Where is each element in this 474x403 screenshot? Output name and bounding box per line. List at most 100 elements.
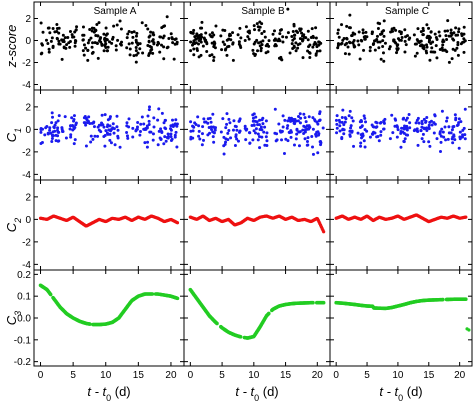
data-point (162, 142, 166, 146)
data-point (58, 42, 62, 46)
data-point (53, 30, 57, 34)
data-point (108, 132, 112, 136)
data-point (345, 41, 349, 45)
data-point (219, 34, 223, 38)
data-point (293, 33, 297, 37)
data-point (99, 40, 103, 44)
data-point (134, 60, 138, 64)
data-point (297, 144, 301, 148)
data-point (201, 125, 205, 129)
data-point (383, 117, 387, 121)
data-point (370, 123, 374, 127)
data-point (73, 138, 77, 142)
data-point (421, 132, 425, 136)
data-point (462, 126, 466, 130)
data-point (395, 44, 399, 48)
data-point (450, 137, 454, 141)
data-point (134, 34, 138, 38)
data-point (227, 37, 231, 41)
data-point (225, 53, 229, 57)
data-point (250, 123, 254, 127)
data-point (274, 44, 278, 48)
data-point (229, 136, 233, 140)
data-point (313, 119, 317, 123)
data-point (160, 130, 164, 134)
data-point (356, 39, 360, 43)
data-point (125, 134, 129, 138)
data-point (383, 41, 387, 45)
data-point (358, 126, 362, 130)
data-point (341, 38, 345, 42)
data-point (146, 114, 150, 118)
data-point (235, 128, 239, 132)
data-point (389, 30, 393, 34)
data-point (57, 39, 61, 43)
data-point (336, 28, 340, 32)
data-point (155, 43, 159, 47)
data-point (441, 130, 445, 134)
data-point (189, 40, 193, 44)
data-point (192, 47, 196, 51)
data-point (453, 138, 457, 142)
data-point (396, 128, 400, 132)
data-point (61, 33, 65, 37)
y-tick-label: -2 (22, 58, 31, 69)
data-point (224, 126, 228, 130)
data-point (146, 140, 150, 144)
data-point (82, 53, 86, 57)
data-point (103, 133, 107, 137)
data-point (419, 30, 423, 34)
data-point (57, 139, 61, 143)
data-point (375, 34, 379, 38)
data-point (441, 40, 445, 44)
data-point (140, 21, 144, 25)
data-point (111, 35, 115, 39)
data-point (90, 26, 94, 30)
data-point (116, 38, 120, 42)
data-point (43, 133, 47, 137)
data-point (248, 131, 252, 135)
data-point (198, 137, 202, 141)
data-point (405, 128, 409, 132)
data-point (244, 25, 248, 29)
data-point (152, 41, 156, 45)
data-point (152, 116, 156, 120)
data-point (335, 114, 339, 118)
data-point (65, 43, 69, 47)
data-point (284, 35, 288, 39)
data-point (464, 297, 468, 302)
data-point (433, 50, 437, 54)
data-point (353, 45, 357, 49)
data-point (348, 134, 352, 138)
data-point (404, 43, 408, 47)
data-point (257, 28, 261, 32)
data-point (200, 143, 204, 147)
data-point (60, 57, 64, 61)
data-point (394, 118, 398, 122)
data-point (199, 26, 203, 30)
data-point (160, 43, 164, 47)
data-point (197, 129, 201, 133)
data-point (347, 114, 351, 118)
data-point (356, 131, 360, 135)
data-point (104, 26, 108, 30)
panel-frame (329, 269, 473, 367)
data-point (191, 136, 195, 140)
data-point (115, 114, 119, 118)
data-point (393, 124, 397, 128)
data-point (316, 151, 320, 155)
data-point (350, 34, 354, 38)
data-point (151, 138, 155, 142)
data-point (40, 42, 44, 46)
data-point (377, 46, 381, 50)
data-point (227, 129, 231, 133)
data-point (378, 40, 382, 44)
data-point (131, 126, 135, 130)
panel-c3-sample-a (33, 269, 185, 367)
data-point (95, 23, 99, 27)
data-point (164, 139, 168, 143)
data-point (434, 36, 438, 40)
panel-title-sample-c: Sample C (385, 6, 429, 17)
data-point (162, 121, 166, 125)
data-point (290, 42, 294, 46)
